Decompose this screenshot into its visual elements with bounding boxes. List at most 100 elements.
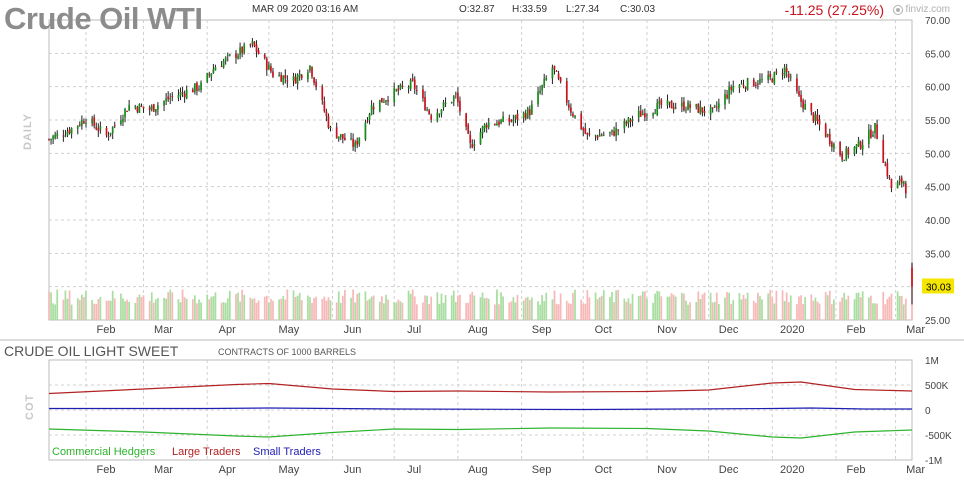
candle-body [537, 91, 539, 105]
volume-bar [602, 290, 605, 320]
candle-body [641, 113, 644, 115]
candle-body [272, 71, 274, 77]
volume-bar [387, 299, 389, 320]
volume-bar [368, 298, 371, 320]
legend-small: Small Traders [253, 446, 321, 458]
volume-bar [381, 296, 383, 320]
candle-body [399, 84, 402, 90]
volume-bar [465, 303, 467, 320]
candle-body [687, 102, 689, 110]
candle-body [602, 134, 605, 136]
volume-bar [890, 293, 893, 320]
volume-bar [798, 296, 800, 320]
candle-body [528, 109, 531, 116]
candle-body [775, 71, 778, 73]
volume-bar [185, 298, 188, 320]
candle-body [352, 138, 354, 147]
volume-bar [870, 295, 872, 320]
candle-body [611, 129, 613, 132]
close-value: C:30.03 [620, 4, 656, 15]
candle-body [861, 145, 864, 150]
volume-bar [872, 303, 874, 320]
volume-bar [415, 304, 418, 320]
candle-body [350, 138, 352, 140]
volume-bar [165, 298, 167, 320]
volume-bar [596, 299, 599, 320]
candle-body [812, 112, 815, 122]
cot-x-tick-label: May [278, 464, 299, 476]
volume-bar [773, 303, 776, 320]
candle-body [99, 126, 102, 130]
volume-bar [574, 289, 576, 320]
candle-body [867, 129, 870, 145]
volume-bar [222, 302, 225, 320]
candle-body [68, 129, 71, 134]
volume-bar [325, 300, 328, 320]
candle-body [580, 113, 583, 130]
volume-bar [789, 295, 792, 320]
volume-bar [399, 301, 402, 320]
cot-x-tick-label: Jul [407, 464, 421, 476]
candle-body [757, 83, 759, 85]
volume-bar [327, 297, 330, 320]
volume-bar [428, 304, 430, 320]
volume-bar [395, 302, 398, 320]
candle-body [876, 124, 878, 139]
candle-body [465, 113, 467, 127]
candle-body [654, 113, 657, 115]
volume-bar [658, 291, 661, 320]
candle-body [48, 139, 50, 141]
volume-bar [522, 300, 525, 320]
candle-body [401, 85, 404, 87]
volume-bar [128, 301, 130, 320]
volume-bar [99, 296, 102, 320]
candle-body [567, 104, 570, 108]
volume-bar [886, 299, 889, 320]
volume-bar [884, 304, 887, 320]
candle-body [97, 128, 100, 132]
candle-body [282, 75, 285, 84]
candle-body [85, 122, 87, 124]
volume-bar [226, 298, 229, 320]
candle-body [257, 50, 260, 55]
volume-bar [454, 302, 457, 320]
candle-body [726, 94, 728, 98]
volume-bar [831, 304, 833, 320]
candle-body [740, 83, 743, 85]
volume-bar [644, 291, 646, 320]
volume-bar [567, 303, 570, 320]
cot-x-tick-label: Aug [468, 464, 488, 476]
candle-body [769, 73, 772, 78]
candle-body [181, 92, 184, 94]
volume-bar [56, 289, 59, 320]
volume-bar [136, 297, 139, 320]
candle-body [296, 75, 299, 84]
price-x-tick-label: Mar [906, 324, 925, 336]
brand-logo[interactable]: finviz.com [892, 4, 950, 15]
volume-bar [617, 289, 620, 320]
candle-body [761, 79, 763, 81]
volume-bar [652, 302, 654, 320]
candle-body [800, 94, 802, 102]
candle-body [524, 113, 527, 119]
volume-bar [557, 304, 560, 320]
candle-body [222, 60, 225, 68]
candle-body [785, 68, 788, 73]
volume-bar [210, 296, 213, 320]
volume-bar [442, 302, 445, 320]
volume-bar [730, 304, 733, 320]
candle-body [126, 111, 128, 113]
candle-body [744, 87, 747, 89]
candle-body [631, 119, 634, 121]
candle-body [485, 125, 488, 128]
candle-body [609, 132, 611, 134]
candle-body [251, 41, 254, 45]
volume-bar [812, 300, 815, 320]
candle-body [440, 109, 443, 114]
candle-body [656, 102, 659, 115]
candle-body [253, 41, 256, 47]
candle-body [107, 135, 110, 137]
candle-body [241, 46, 244, 53]
candle-body [426, 109, 428, 111]
cot-series-line [49, 407, 912, 411]
